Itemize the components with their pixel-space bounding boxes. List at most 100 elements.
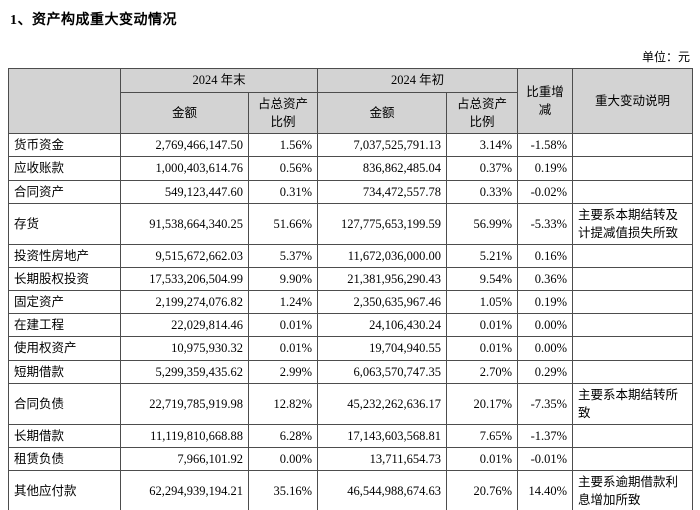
end-amount-cell: 11,119,810,668.88	[120, 423, 249, 449]
remark-cell	[572, 133, 694, 158]
table-row: 存货 91,538,664,340.25 51.66% 127,775,653,…	[8, 202, 694, 245]
section-title: 1、资产构成重大变动情况	[10, 13, 177, 28]
begin-pct-cell: 2.70%	[446, 359, 519, 384]
table-row: 其他应付款 62,294,939,194.21 35.16% 46,544,98…	[8, 470, 694, 510]
table-row: 短期借款 5,299,359,435.62 2.99% 6,063,570,74…	[8, 359, 694, 384]
change-cell: -5.33%	[517, 202, 574, 245]
end-pct-cell: 6.28%	[247, 423, 319, 449]
end-amount-cell: 5,299,359,435.62	[120, 359, 249, 384]
end-pct-cell: 5.37%	[247, 243, 319, 269]
begin-amount-cell: 13,711,654.73	[317, 446, 448, 472]
begin-pct-cell: 7.65%	[446, 423, 519, 449]
begin-pct-cell: 0.01%	[446, 446, 519, 472]
row-label: 固定资产	[8, 290, 121, 315]
row-label: 短期借款	[8, 359, 121, 384]
begin-amount-cell: 24,106,430.24	[317, 313, 448, 338]
pct-header-end: 占总资产比例	[247, 91, 319, 135]
end-pct-cell: 9.90%	[247, 266, 319, 292]
row-label: 在建工程	[8, 313, 121, 338]
row-label: 长期借款	[8, 423, 121, 449]
end-pct-cell: 1.24%	[247, 290, 319, 315]
remark-cell: 主要系本期结转及计提减值损失所致	[572, 202, 694, 245]
end-amount-cell: 9,515,672,662.03	[120, 243, 249, 269]
remark-cell: 主要系本期结转所致	[572, 382, 694, 425]
begin-amount-cell: 7,037,525,791.13	[317, 133, 448, 158]
begin-pct-cell: 56.99%	[446, 202, 519, 245]
table-row: 长期股权投资 17,533,206,504.99 9.90% 21,381,95…	[8, 266, 694, 292]
table-body: 货币资金 2,769,466,147.50 1.56% 7,037,525,79…	[8, 133, 694, 510]
change-cell: 0.00%	[517, 313, 574, 338]
begin-pct-cell: 3.14%	[446, 133, 519, 158]
table-header: 2024 年末 2024 年初 比重增减 重大变动说明 金额 占总资产比例 金额…	[8, 67, 694, 135]
row-label: 应收账款	[8, 156, 121, 181]
row-label: 投资性房地产	[8, 243, 121, 269]
remark-cell	[572, 156, 694, 181]
table-row: 租赁负债 7,966,101.92 0.00% 13,711,654.73 0.…	[8, 446, 694, 472]
change-cell: -1.58%	[517, 133, 574, 158]
remark-cell	[572, 290, 694, 315]
row-label: 使用权资产	[8, 336, 121, 361]
end-pct-cell: 51.66%	[247, 202, 319, 245]
end-pct-cell: 0.01%	[247, 313, 319, 338]
end-amount-cell: 22,719,785,919.98	[120, 382, 249, 425]
table-row: 使用权资产 10,975,930.32 0.01% 19,704,940.55 …	[8, 336, 694, 361]
begin-amount-cell: 46,544,988,674.63	[317, 470, 448, 510]
document-page: 1、资产构成重大变动情况 单位：元 2024 年末 2024 年初 比重增减 重…	[0, 9, 700, 510]
begin-pct-cell: 0.01%	[446, 336, 519, 361]
amount-header-end: 金额	[120, 91, 249, 135]
remark-cell	[572, 423, 694, 449]
end-amount-cell: 62,294,939,194.21	[120, 470, 249, 510]
remark-cell: 主要系逾期借款利息增加所致	[572, 470, 694, 510]
remark-cell	[572, 179, 694, 204]
change-cell: -0.01%	[517, 446, 574, 472]
end-pct-cell: 2.99%	[247, 359, 319, 384]
end-amount-cell: 17,533,206,504.99	[120, 266, 249, 292]
remark-cell	[572, 359, 694, 384]
end-pct-cell: 1.56%	[247, 133, 319, 158]
end-amount-cell: 7,966,101.92	[120, 446, 249, 472]
remark-cell	[572, 313, 694, 338]
begin-pct-cell: 1.05%	[446, 290, 519, 315]
begin-pct-cell: 0.01%	[446, 313, 519, 338]
row-label: 长期股权投资	[8, 266, 121, 292]
remark-cell	[572, 243, 694, 269]
end-pct-cell: 0.01%	[247, 336, 319, 361]
row-label: 租赁负债	[8, 446, 121, 472]
begin-pct-cell: 20.17%	[446, 382, 519, 425]
change-header: 比重增减	[517, 67, 574, 135]
end-pct-cell: 12.82%	[247, 382, 319, 425]
end-amount-cell: 2,769,466,147.50	[120, 133, 249, 158]
table-row: 货币资金 2,769,466,147.50 1.56% 7,037,525,79…	[8, 133, 694, 158]
row-label: 合同资产	[8, 179, 121, 204]
end-pct-cell: 0.56%	[247, 156, 319, 181]
begin-amount-cell: 836,862,485.04	[317, 156, 448, 181]
remark-cell	[572, 446, 694, 472]
change-cell: -0.02%	[517, 179, 574, 204]
row-label: 合同负债	[8, 382, 121, 425]
table-row: 投资性房地产 9,515,672,662.03 5.37% 11,672,036…	[8, 243, 694, 269]
begin-amount-cell: 127,775,653,199.59	[317, 202, 448, 245]
table-row: 合同负债 22,719,785,919.98 12.82% 45,232,262…	[8, 382, 694, 425]
table-row: 合同资产 549,123,447.60 0.31% 734,472,557.78…	[8, 179, 694, 204]
remark-cell	[572, 266, 694, 292]
end-amount-cell: 10,975,930.32	[120, 336, 249, 361]
table-row: 长期借款 11,119,810,668.88 6.28% 17,143,603,…	[8, 423, 694, 449]
begin-pct-cell: 0.33%	[446, 179, 519, 204]
end-pct-cell: 35.16%	[247, 470, 319, 510]
change-cell: -1.37%	[517, 423, 574, 449]
end-amount-cell: 91,538,664,340.25	[120, 202, 249, 245]
change-cell: 0.19%	[517, 290, 574, 315]
end-amount-cell: 549,123,447.60	[120, 179, 249, 204]
change-cell: 0.19%	[517, 156, 574, 181]
row-label: 货币资金	[8, 133, 121, 158]
table-row: 应收账款 1,000,403,614.76 0.56% 836,862,485.…	[8, 156, 694, 181]
end-amount-cell: 22,029,814.46	[120, 313, 249, 338]
unit-label: 单位：元	[641, 50, 690, 64]
end-pct-cell: 0.00%	[247, 446, 319, 472]
begin-amount-cell: 17,143,603,568.81	[317, 423, 448, 449]
asset-change-table: 2024 年末 2024 年初 比重增减 重大变动说明 金额 占总资产比例 金额…	[8, 67, 694, 510]
change-cell: 0.00%	[517, 336, 574, 361]
begin-pct-cell: 9.54%	[446, 266, 519, 292]
pct-header-begin: 占总资产比例	[446, 91, 519, 135]
amount-header-begin: 金额	[317, 91, 448, 135]
